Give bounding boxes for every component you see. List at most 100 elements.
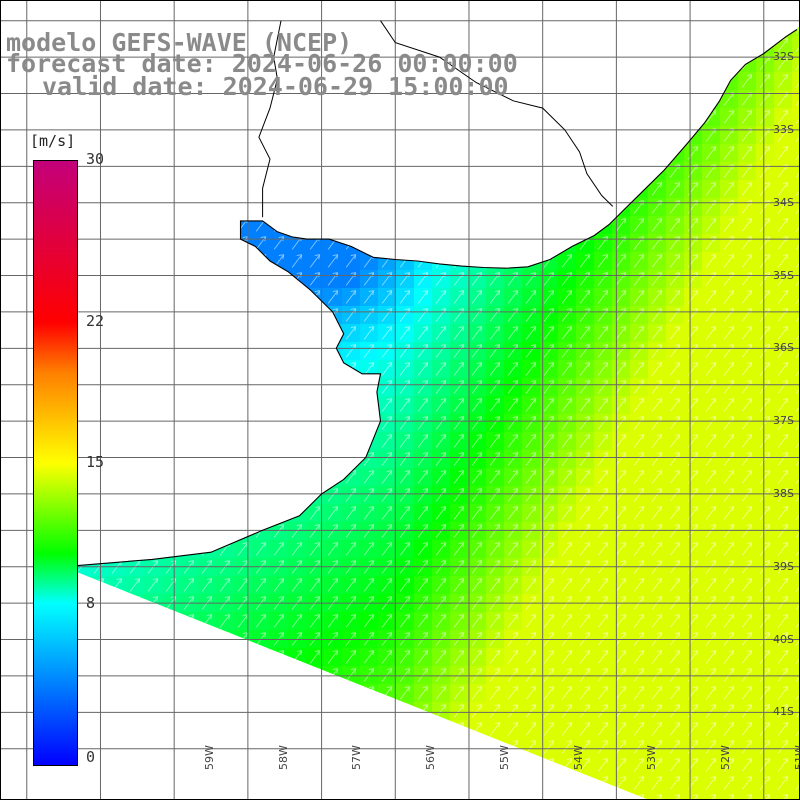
wind-arrow: [597, 74, 609, 88]
field-cell: [576, 0, 595, 19]
field-cell: [396, 0, 415, 19]
wind-arrow: [651, 20, 663, 34]
wind-arrow: [795, 272, 800, 286]
wind-arrow: [543, 470, 555, 484]
wind-arrow: [129, 452, 141, 466]
field-cell: [612, 108, 631, 127]
field-cell: [450, 198, 469, 217]
field-cell: [198, 216, 217, 235]
field-cell: [162, 162, 181, 181]
field-cell: [90, 702, 109, 721]
field-cell: [126, 396, 145, 415]
wind-arrow: [93, 344, 105, 358]
field-cell: [252, 342, 271, 361]
field-cell: [216, 414, 235, 433]
wind-arrow: [399, 488, 411, 502]
wind-arrow: [309, 218, 321, 232]
field-cell: [108, 216, 127, 235]
wind-arrow: [309, 398, 321, 412]
field-cell: [324, 126, 343, 145]
wind-arrow: [237, 758, 249, 772]
wind-arrow: [795, 740, 800, 754]
wind-arrow: [93, 668, 105, 682]
field-cell: [36, 792, 55, 800]
field-cell: [288, 108, 307, 127]
wind-arrow: [615, 578, 627, 592]
wind-arrow: [615, 668, 627, 682]
wind-arrow: [363, 218, 375, 232]
wind-arrow: [417, 362, 429, 376]
wind-arrow: [525, 758, 537, 772]
wind-arrow: [219, 2, 231, 16]
field-cell: [792, 198, 800, 217]
field-cell: [0, 756, 19, 775]
field-cell: [288, 162, 307, 181]
field-cell: [792, 270, 800, 289]
field-cell: [90, 504, 109, 523]
wind-arrow: [741, 290, 753, 304]
wind-arrow: [453, 218, 465, 232]
wind-arrow: [291, 686, 303, 700]
wind-arrow: [795, 524, 800, 538]
field-cell: [234, 126, 253, 145]
field-cell: [0, 342, 19, 361]
field-cell: [144, 252, 163, 271]
wind-arrow: [417, 146, 429, 160]
wind-arrow: [219, 254, 231, 268]
wind-arrow: [273, 146, 285, 160]
wind-arrow: [489, 146, 501, 160]
wind-arrow: [705, 290, 717, 304]
wind-arrow: [435, 146, 447, 160]
wind-arrow: [489, 650, 501, 664]
wind-arrow: [723, 2, 735, 16]
wind-arrow: [327, 362, 339, 376]
field-cell: [342, 414, 361, 433]
field-cell: [216, 270, 235, 289]
field-cell: [198, 378, 217, 397]
wind-arrow: [435, 704, 447, 718]
wind-arrow: [741, 362, 753, 376]
wind-arrow: [417, 326, 429, 340]
field-cell: [486, 234, 505, 253]
field-cell: [180, 378, 199, 397]
field-cell: [90, 576, 109, 595]
field-cell: [702, 792, 721, 800]
wind-arrow: [723, 668, 735, 682]
field-cell: [216, 108, 235, 127]
field-cell: [162, 432, 181, 451]
wind-arrow: [579, 362, 591, 376]
field-cell: [234, 324, 253, 343]
field-cell: [180, 684, 199, 703]
field-cell: [288, 0, 307, 19]
wind-arrow: [111, 182, 123, 196]
wind-arrow: [4, 183, 14, 196]
field-cell: [198, 666, 217, 685]
field-cell: [522, 198, 541, 217]
wind-arrow: [795, 344, 800, 358]
field-cell: [126, 414, 145, 433]
field-cell: [504, 216, 523, 235]
wind-arrow: [309, 362, 321, 376]
field-cell: [288, 396, 307, 415]
field-cell: [702, 36, 721, 55]
wind-arrow: [273, 776, 285, 790]
field-cell: [180, 432, 199, 451]
field-cell: [126, 234, 145, 253]
wind-arrow: [255, 362, 267, 376]
field-cell: [144, 684, 163, 703]
field-cell: [126, 504, 145, 523]
wind-arrow: [435, 398, 447, 412]
field-cell: [216, 360, 235, 379]
wind-arrow: [309, 308, 321, 322]
wind-arrow: [543, 416, 555, 430]
field-cell: [648, 108, 667, 127]
wind-arrow: [435, 272, 447, 286]
wind-arrow: [489, 254, 501, 268]
wind-arrow: [147, 308, 159, 322]
wind-arrow: [219, 398, 231, 412]
wind-arrow: [669, 434, 681, 448]
wind-arrow: [489, 632, 501, 646]
field-cell: [432, 792, 451, 800]
field-cell: [108, 720, 127, 739]
wind-arrow: [309, 128, 321, 142]
